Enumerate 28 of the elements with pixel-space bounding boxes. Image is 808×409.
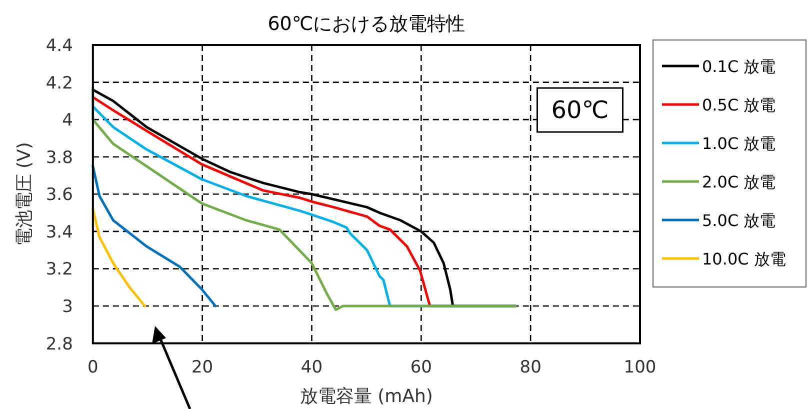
annotation: 60℃ [536,87,624,133]
y-tick-label: 4.4 [46,36,73,56]
annotation: 60℃ [551,96,609,124]
y-tick-label: 3.6 [46,185,73,206]
line-series [92,208,146,308]
x-axis-title: 放電容量 (mAh) [300,386,433,407]
line-series [92,164,217,308]
legend-label: 1.0C 放電 [702,134,776,153]
y-tick-label: 3.8 [46,148,73,168]
y-tick-label: 3 [62,297,73,318]
y-tick-label: 4.2 [46,73,73,94]
x-tick-label: 80 [520,357,542,378]
x-tick-label: 60 [410,357,432,378]
x-tick-label: 100 [624,357,656,378]
y-tick-label: 3.4 [46,222,73,242]
chart-title: 60℃における放電特性 [268,13,466,35]
y-tick-label: 3.2 [46,260,73,280]
y-tick-label: 2.8 [46,334,73,354]
y-tick-label: 4 [62,110,73,131]
legend-label: 10.0C 放電 [702,250,786,268]
x-tick-label: 20 [192,357,214,378]
legend-label: 0.1C 放電 [702,57,776,76]
legend-label: 0.5C 放電 [702,96,776,114]
x-tick-label: 0 [87,357,98,378]
y-axis-title: 電池電圧 (V) [14,142,35,246]
x-tick-label: 40 [300,357,323,378]
legend-label: 2.0C 放電 [702,172,776,192]
legend-label: 5.0C 放電 [702,211,776,230]
